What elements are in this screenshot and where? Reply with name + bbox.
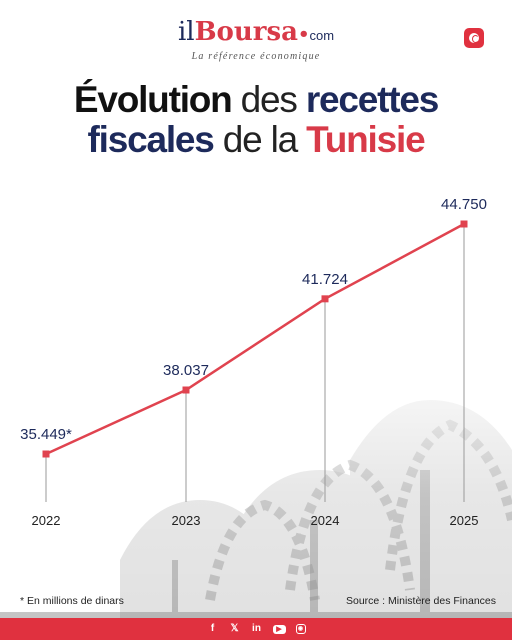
value-label-2022: 35.449* bbox=[20, 426, 72, 443]
source-name: Ministère des Finances bbox=[388, 595, 496, 607]
title-part-6: Tunisie bbox=[306, 119, 426, 160]
value-label-2023: 38.037 bbox=[163, 362, 209, 379]
title-part-5: de la bbox=[213, 119, 307, 160]
title-part-4: fiscales bbox=[87, 119, 215, 160]
data-point-2024 bbox=[321, 295, 329, 303]
source-credit: Source : Ministère des Finances bbox=[346, 595, 496, 607]
ilboursa-logo: ilBoursa•com bbox=[0, 18, 512, 50]
data-point-2025 bbox=[460, 220, 468, 228]
logo-com: com bbox=[309, 28, 335, 43]
brand-header: ilBoursa•com La référence économique bbox=[0, 18, 512, 62]
linkedin-icon[interactable]: in bbox=[252, 623, 261, 634]
tunisia-flag-icon bbox=[464, 28, 484, 48]
x-icon[interactable]: 𝕏 bbox=[230, 623, 239, 634]
title-part-2: des bbox=[231, 79, 306, 120]
year-label-2024: 2024 bbox=[311, 513, 340, 528]
brand-tagline: La référence économique bbox=[191, 51, 321, 62]
logo-il: il bbox=[177, 17, 195, 47]
youtube-icon[interactable]: ▶ bbox=[272, 624, 286, 634]
value-label-2025: 44.750 bbox=[441, 196, 487, 213]
instagram-icon[interactable]: ◉ bbox=[295, 624, 306, 634]
year-label-2023: 2023 bbox=[172, 513, 201, 528]
chart-title: Évolution des recettes fiscales de la Tu… bbox=[0, 80, 512, 160]
data-point-2022 bbox=[42, 450, 50, 458]
logo-dot: • bbox=[297, 24, 310, 45]
year-label-2022: 2022 bbox=[32, 513, 61, 528]
units-note: * En millions de dinars bbox=[20, 595, 124, 607]
title-part-1: Évolution bbox=[73, 79, 233, 120]
value-label-2024: 41.724 bbox=[302, 271, 348, 288]
source-prefix: Source : bbox=[346, 595, 389, 607]
series-line bbox=[45, 222, 465, 456]
title-part-3: recettes bbox=[305, 79, 440, 120]
logo-boursa: Boursa bbox=[194, 17, 298, 47]
facebook-icon[interactable]: f bbox=[210, 623, 215, 634]
year-label-2025: 2025 bbox=[450, 513, 479, 528]
data-point-2023 bbox=[182, 386, 190, 394]
